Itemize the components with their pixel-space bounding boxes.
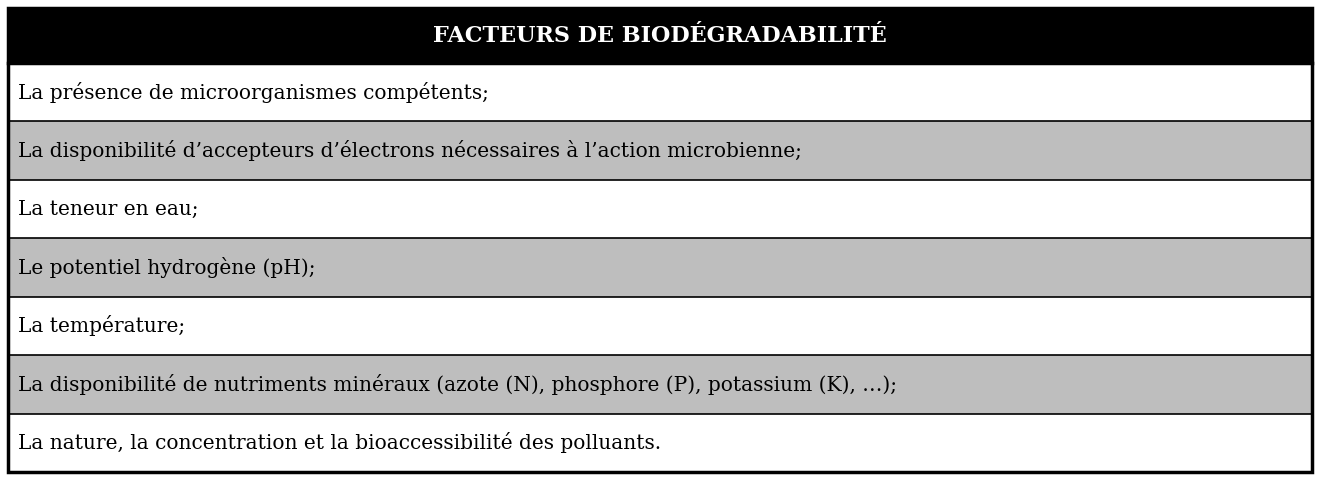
Text: La nature, la concentration et la bioaccessibilité des polluants.: La nature, la concentration et la bioacc… <box>18 432 661 453</box>
Bar <box>8 8 1312 63</box>
Text: FACTEURS DE BIODÉGRADABILITÉ: FACTEURS DE BIODÉGRADABILITÉ <box>433 24 887 47</box>
Text: La température;: La température; <box>18 315 185 336</box>
Text: La disponibilité d’accepteurs d’électrons nécessaires à l’action microbienne;: La disponibilité d’accepteurs d’électron… <box>18 140 801 161</box>
Text: La présence de microorganismes compétents;: La présence de microorganismes compétent… <box>18 82 488 103</box>
Bar <box>8 414 1312 472</box>
Text: La disponibilité de nutriments minéraux (azote (N), phosphore (P), potassium (K): La disponibilité de nutriments minéraux … <box>18 374 898 395</box>
Text: La teneur en eau;: La teneur en eau; <box>18 200 198 218</box>
Bar <box>8 238 1312 297</box>
Bar <box>8 180 1312 238</box>
Bar <box>8 355 1312 414</box>
Text: Le potentiel hydrogène (pH);: Le potentiel hydrogène (pH); <box>18 257 315 278</box>
Bar <box>8 297 1312 355</box>
Bar <box>8 63 1312 121</box>
Bar <box>8 121 1312 180</box>
